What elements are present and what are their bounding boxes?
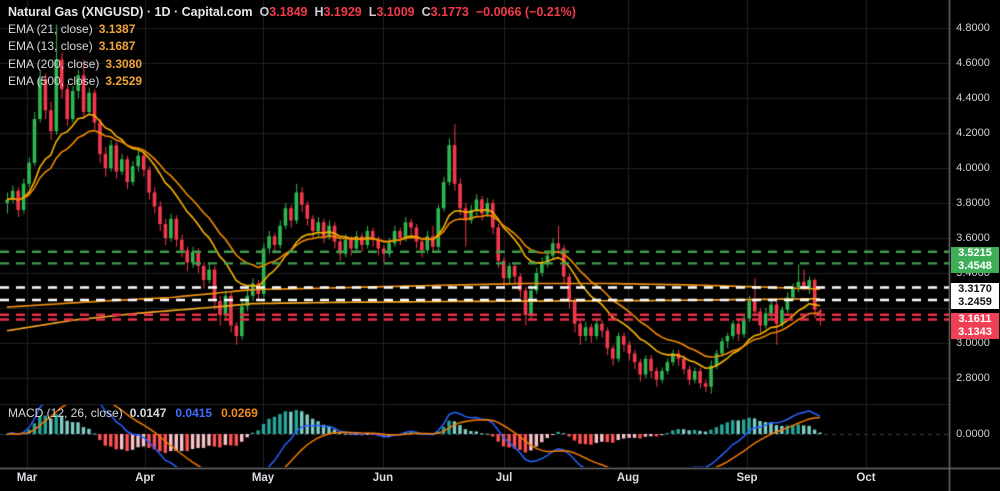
price-tick: 2.8000 [956, 372, 990, 384]
price-level-badge-green-2: 3.4548 [951, 260, 999, 273]
price-tick: 0.0000 [956, 428, 990, 440]
ema200-value: 3.3080 [105, 56, 143, 71]
price-tick: 4.8000 [956, 22, 990, 34]
ema500-label: EMA (500, close) [8, 73, 100, 88]
month-label: Jul [495, 472, 513, 484]
month-label: Sep [736, 472, 758, 484]
month-label: Apr [135, 472, 155, 484]
macd-signal-value: 0.0269 [221, 406, 258, 420]
symbol-title[interactable]: Natural Gas (XNGUSD) · 1D · Capital.com [8, 5, 253, 19]
month-label: Aug [616, 472, 640, 484]
ema13-value: 3.1687 [98, 39, 136, 54]
price-tick: 3.6000 [956, 232, 990, 244]
open-value: 3.1849 [269, 5, 308, 19]
macd-line-value: 0.0415 [175, 406, 213, 420]
ema200-label: EMA (200, close) [8, 56, 100, 71]
high-value: 3.1929 [323, 5, 362, 19]
price-level-badge-red-1: 3.1611 [951, 313, 999, 326]
price-tick: 4.2000 [956, 127, 990, 139]
price-tick: 4.4000 [956, 92, 990, 104]
month-label: Oct [856, 472, 876, 484]
price-level-badge-white-2: 3.2459 [951, 296, 999, 309]
price-level-badge-red-2: 3.1343 [951, 326, 999, 339]
price-tick: 4.0000 [956, 162, 990, 174]
chart-legend: Natural Gas (XNGUSD) · 1D · Capital.com O… [8, 5, 576, 88]
price-tick: 4.6000 [956, 57, 990, 69]
ema21-value: 3.1387 [98, 22, 136, 37]
symbol-header[interactable]: Natural Gas (XNGUSD) · 1D · Capital.com O… [8, 5, 576, 19]
indicator-legend-ema200[interactable]: EMA (200, close) 3.3080 [8, 57, 576, 71]
high-label: H [314, 5, 324, 19]
macd-hist-value: 0.0147 [129, 406, 167, 420]
close-value: 3.1773 [430, 5, 469, 19]
open-label: O [259, 5, 270, 19]
indicator-legend-ema21[interactable]: EMA (21, close) 3.1387 [8, 22, 576, 36]
price-tick: 3.8000 [956, 197, 990, 209]
indicator-legend-ema500[interactable]: EMA (500, close) 3.2529 [8, 74, 576, 88]
price-level-badge-green-1: 3.5215 [951, 247, 999, 260]
price-tick: 3.0000 [956, 337, 990, 349]
low-value: 3.1009 [376, 5, 415, 19]
month-label: Mar [16, 472, 38, 484]
month-label: Jun [372, 472, 394, 484]
macd-label: MACD (12, 26, close) [8, 406, 123, 420]
low-label: L [368, 5, 377, 19]
close-label: C [421, 5, 431, 19]
ema13-label: EMA (13, close) [8, 39, 93, 54]
price-axis[interactable]: 4.8000 4.6000 4.4000 4.2000 4.0000 3.800… [950, 0, 1000, 468]
price-level-badge-white-1: 3.3170 [951, 283, 999, 296]
ema21-label: EMA (21, close) [8, 22, 93, 37]
change-value: −0.0066 (−0.21%) [475, 5, 576, 19]
ema500-value: 3.2529 [105, 73, 143, 88]
time-axis[interactable]: Mar Apr May Jun Jul Aug Sep Oct [0, 469, 1000, 491]
indicator-legend-macd[interactable]: MACD (12, 26, close) 0.0147 0.0415 0.0269 [8, 406, 258, 420]
month-label: May [251, 472, 275, 484]
indicator-legend-ema13[interactable]: EMA (13, close) 3.1687 [8, 39, 576, 53]
